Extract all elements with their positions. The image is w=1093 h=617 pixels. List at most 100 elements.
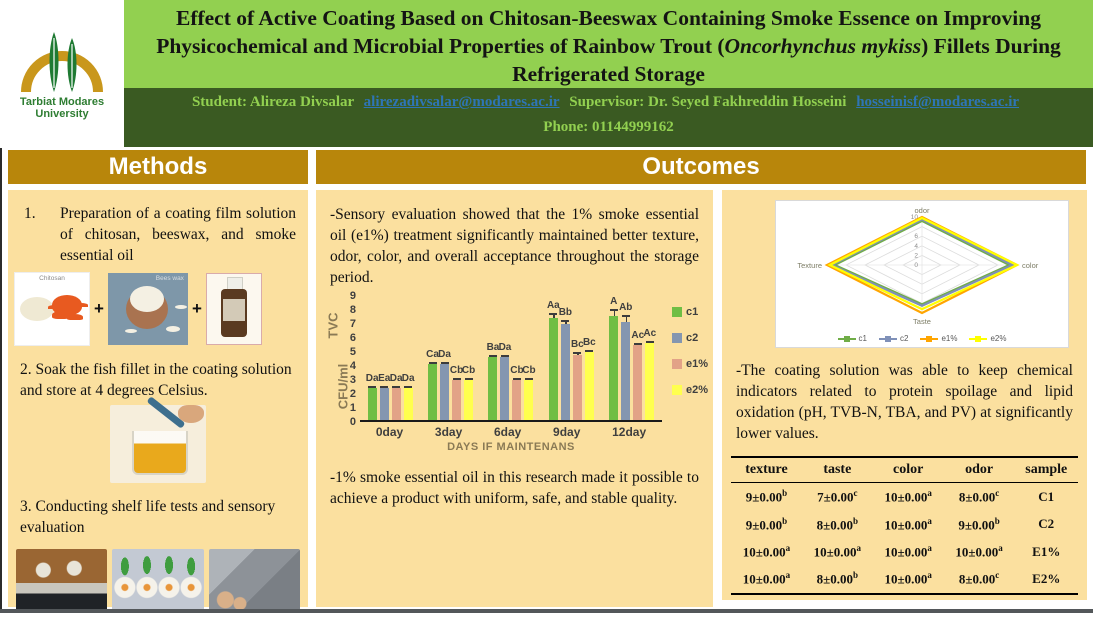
radar-legend-marker <box>920 335 939 342</box>
supervisor-email-link[interactable]: hosseinisf@modares.ac.ir <box>856 94 1020 110</box>
method-step-3: 3. Conducting shelf life tests and senso… <box>20 498 276 537</box>
chitosan-powder-shape <box>20 297 54 322</box>
beaker-glass-shape <box>132 431 188 476</box>
legend-swatch <box>672 307 682 318</box>
plus-sign-1: + <box>94 299 104 319</box>
bar-plot-area: Da Ea Da Da Ca Da Cb Cb Ba Da Cb Cb Aa Bb Bc Bc A Ab Ac Ac <box>360 294 662 423</box>
bar-c2-3day <box>440 364 450 421</box>
bar-sig-label: Da <box>438 349 451 361</box>
radar-legend-item-c1: c1 <box>837 334 867 343</box>
error-bar <box>609 309 618 317</box>
beeswax-photo: Bees wax <box>107 273 188 346</box>
chitosan-photo: Chitosan <box>14 272 90 347</box>
plus-sign-2: + <box>191 299 202 319</box>
table-cell: 9±0.00b <box>745 515 788 532</box>
table-cell: 9±0.00b <box>745 488 788 505</box>
radar-legend-item-e1%: e1% <box>920 334 957 343</box>
error-bar <box>488 354 497 357</box>
bar-e1%-6day <box>512 379 522 421</box>
legend-label: e1% <box>686 358 709 371</box>
title-text-2: ) Fillets During Refrigerated Storage <box>512 33 1061 86</box>
error-bar <box>561 319 570 324</box>
table-cell: E2% <box>1014 565 1078 595</box>
significance-superscript: a <box>927 542 932 553</box>
bar-sig-label: Bb <box>558 306 573 318</box>
legend-swatch <box>672 359 682 370</box>
bar-sig-label: Da <box>389 373 403 385</box>
legend-item-c1: c1 <box>672 306 708 318</box>
error-bar <box>500 355 509 358</box>
lab-equipment-photo <box>208 548 300 611</box>
significance-superscript: a <box>785 542 791 553</box>
bar-sig-label: Ac <box>643 328 657 340</box>
supervisor-label: Supervisor: Dr. Seyed Fakhreddin Hossein… <box>569 94 847 110</box>
left-border-rule <box>0 148 2 610</box>
significance-superscript: b <box>782 488 788 499</box>
radar-axis-label-color: color <box>1022 261 1039 270</box>
table-cell: 8±0.00b <box>816 515 859 532</box>
radar-legend-marker <box>969 335 988 342</box>
error-bar <box>392 386 401 389</box>
error-bar <box>549 313 558 319</box>
poster-header: Tarbiat Modares University Effect of Act… <box>0 0 1093 147</box>
error-bar <box>368 386 377 389</box>
y-axis-label-tvc: TVC <box>325 312 341 339</box>
x-axis-ticks: 0day 3day 6day 9day 12day <box>360 422 662 439</box>
bar-c2-9day <box>560 323 570 421</box>
radar-legend-item-e2%: e2% <box>969 334 1006 343</box>
wax-shape <box>129 286 164 313</box>
y-tick-2: 2 <box>349 388 356 401</box>
poster-title: Effect of Active Coating Based on Chitos… <box>124 0 1093 88</box>
radar-series-e2% <box>827 216 1020 311</box>
bar-c1-12day <box>609 316 619 421</box>
phone-label: Phone: 01144999162 <box>543 119 674 135</box>
column-header-texture: texture <box>731 456 802 484</box>
bar-e1%-0day <box>391 388 401 421</box>
significance-superscript: c <box>995 488 1000 499</box>
table-header-row: texture taste color odor sample <box>731 456 1078 484</box>
table-cell: 10±0.00a <box>955 542 1003 560</box>
bottom-border-rule <box>0 609 1093 613</box>
error-bar <box>380 386 389 389</box>
table-cell: 9±0.00b <box>958 515 1000 532</box>
authors-info-bar: Student: Alireza Divsalar alirezadivsala… <box>124 88 1093 147</box>
y-tick-6: 6 <box>349 332 356 345</box>
student-email-link[interactable]: alirezadivsalar@modares.ac.ir <box>363 94 560 110</box>
significance-superscript: a <box>785 570 791 581</box>
methods-section-header: Methods <box>8 150 308 184</box>
bar-group-0day: Da Ea Da Da <box>366 294 415 421</box>
sensory-table-head: texture taste color odor sample <box>731 456 1078 484</box>
bar-sig-label: Ab <box>619 301 633 313</box>
legend-label: c1 <box>686 306 699 319</box>
bar-sig-label: Aa <box>546 300 560 312</box>
significance-superscript: b <box>782 515 788 526</box>
sensory-table-body: 9±0.00b 7±0.00c 10±0.00a 8±0.00c C1 9±0.00b 8±… <box>731 483 1078 595</box>
bar-sig-label: Cb <box>449 364 464 376</box>
bar-group-12day: A Ab Ac Ac <box>609 294 657 421</box>
radar-legend-label: c1 <box>858 334 867 343</box>
radar-axis-label-odor: odor <box>914 206 930 215</box>
x-tick-12day: 12day <box>612 425 647 440</box>
bar-e2%-6day <box>524 379 534 421</box>
radar-tick-4: 4 <box>914 243 918 250</box>
bar-c1-3day <box>428 364 438 421</box>
error-bar <box>464 377 473 380</box>
table-row: 9±0.00b 7±0.00c 10±0.00a 8±0.00c C1 <box>731 483 1078 511</box>
bar-sig-label: Ba <box>486 341 500 353</box>
legend-label: c2 <box>686 332 699 345</box>
table-cell: 10±0.00a <box>872 565 944 595</box>
bar-e1%-9day <box>572 354 582 421</box>
hand-shape <box>178 405 204 424</box>
x-tick-6day: 6day <box>493 425 522 440</box>
bar-sig-label: Cb <box>461 364 476 376</box>
error-bar <box>404 386 413 389</box>
table-cell: C1 <box>1038 488 1055 504</box>
significance-superscript: a <box>927 488 932 499</box>
bar-c1-0day <box>367 388 377 421</box>
table-cell: 10±0.00a <box>884 515 932 532</box>
bar-e2%-3day <box>464 379 474 421</box>
significance-superscript: c <box>995 570 1000 581</box>
x-axis-label: DAYS IF MAINTENANS <box>447 441 575 454</box>
significance-superscript: b <box>853 570 859 581</box>
